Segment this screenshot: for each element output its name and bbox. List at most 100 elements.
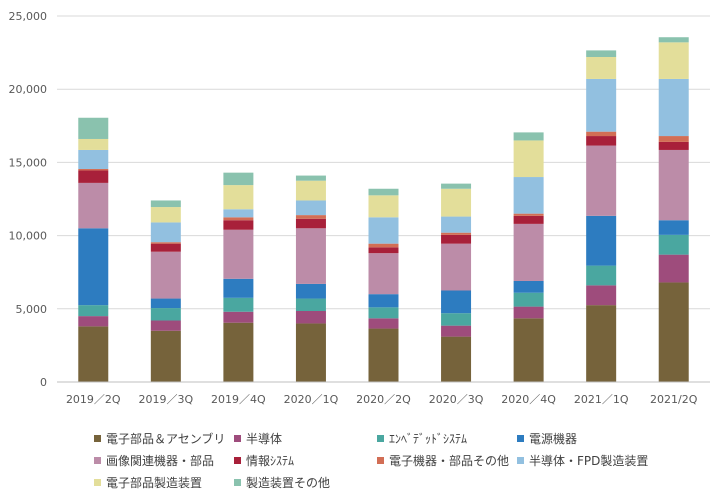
- bar-segment: [368, 195, 399, 218]
- bar-segment: [295, 218, 326, 229]
- legend-item: 半導体: [234, 432, 282, 446]
- bar-segment: [658, 220, 689, 235]
- x-tick-label: 2020／3Q: [429, 393, 484, 406]
- legend-swatch: [234, 457, 241, 464]
- bar-segment: [368, 188, 399, 196]
- bar-segment: [658, 141, 689, 150]
- bar-segment: [368, 247, 399, 254]
- legend-swatch: [377, 435, 384, 442]
- legend-label: 画像関連機器・部品: [106, 453, 214, 468]
- x-tick-label: 2020／1Q: [284, 393, 339, 406]
- legend-swatch: [234, 435, 241, 442]
- legend-swatch: [94, 479, 101, 486]
- bar-segment: [150, 242, 181, 244]
- bar-segment: [586, 131, 617, 137]
- bar-segment: [223, 322, 254, 382]
- bar-segment: [513, 306, 544, 319]
- bar-segment: [586, 285, 617, 306]
- bar-segment: [150, 200, 181, 208]
- bar-segment: [150, 330, 181, 382]
- bar-segment: [513, 213, 544, 216]
- bar-segment: [368, 307, 399, 319]
- legend-label: 電子機器・部品その他: [389, 453, 509, 468]
- bar-segment: [658, 37, 689, 43]
- legend-item: 電子部品＆アセンブリ: [94, 431, 225, 446]
- legend-label: 電子部品＆アセンブリ: [106, 431, 225, 446]
- bar-segment: [223, 217, 254, 221]
- bar-segment: [658, 282, 689, 382]
- bar-segment: [513, 215, 544, 224]
- bar-segment: [441, 313, 472, 326]
- bar-segment: [295, 310, 326, 324]
- bar-segment: [513, 177, 544, 214]
- axes: 0 5,000 10,000 15,000 20,000 25,000 2019／2Q 201…: [9, 10, 710, 406]
- bar-segment: [513, 280, 544, 293]
- bar-segment: [658, 254, 689, 283]
- bar-segment: [78, 182, 109, 229]
- bar-segment: [223, 311, 254, 323]
- bars: [78, 37, 689, 382]
- legend-swatch: [517, 457, 524, 464]
- bar-segment: [295, 298, 326, 311]
- bar-segment: [295, 323, 326, 382]
- x-tick-label: 2019／2Q: [66, 393, 121, 406]
- legend-item: 製造装置その他: [234, 476, 330, 490]
- legend-swatch: [517, 435, 524, 442]
- bar-segment: [586, 215, 617, 266]
- bar-segment: [368, 328, 399, 382]
- bar-segment: [295, 215, 326, 219]
- bar-segment: [441, 234, 472, 244]
- bar-segment: [295, 175, 326, 181]
- bar-segment: [658, 136, 689, 142]
- bar-segment: [150, 320, 181, 331]
- legend-label: 情報ｼｽﾃﾑ: [246, 454, 294, 468]
- bar-segment: [513, 223, 544, 281]
- bar-segment: [586, 50, 617, 57]
- legend-swatch: [234, 479, 241, 486]
- legend-item: 電源機器: [517, 431, 577, 446]
- bar-segment: [586, 265, 617, 286]
- bar-segment: [441, 216, 472, 233]
- bar-segment: [368, 243, 399, 248]
- bar-segment: [586, 78, 617, 132]
- x-tick-label: 2020／4Q: [501, 393, 556, 406]
- legend-swatch: [377, 457, 384, 464]
- bar-segment: [658, 149, 689, 221]
- bar-segment: [223, 229, 254, 279]
- bar-segment: [78, 326, 109, 382]
- bar-segment: [150, 207, 181, 223]
- bar-segment: [78, 168, 109, 171]
- legend-swatch: [94, 435, 101, 442]
- bar-segment: [586, 145, 617, 216]
- y-tick-label: 10,000: [9, 230, 48, 243]
- bar-segment: [368, 318, 399, 329]
- bar-segment: [441, 290, 472, 314]
- bar-segment: [658, 234, 689, 255]
- y-tick-label: 5,000: [16, 303, 48, 316]
- y-tick-label: 25,000: [9, 10, 48, 23]
- legend-item: 電子部品製造装置: [94, 475, 202, 490]
- bar-segment: [150, 308, 181, 321]
- legend-label: 電源機器: [529, 431, 577, 446]
- y-tick-label: 20,000: [9, 83, 48, 96]
- bar-segment: [513, 292, 544, 307]
- bar-segment: [78, 228, 109, 306]
- bar-segment: [441, 243, 472, 291]
- bar-segment: [150, 243, 181, 252]
- bar-segment: [658, 42, 689, 79]
- bar-segment: [295, 283, 326, 299]
- x-tick-label: 2021／1Q: [574, 393, 629, 406]
- bar-segment: [441, 188, 472, 217]
- bar-segment: [586, 56, 617, 79]
- bar-segment: [295, 200, 326, 216]
- bar-segment: [441, 325, 472, 337]
- bar-segment: [223, 172, 254, 186]
- bar-segment: [78, 138, 109, 150]
- legend-label: 半導体: [246, 432, 282, 446]
- bar-segment: [441, 336, 472, 382]
- bar-segment: [223, 185, 254, 210]
- legend-label: 製造装置その他: [246, 476, 330, 490]
